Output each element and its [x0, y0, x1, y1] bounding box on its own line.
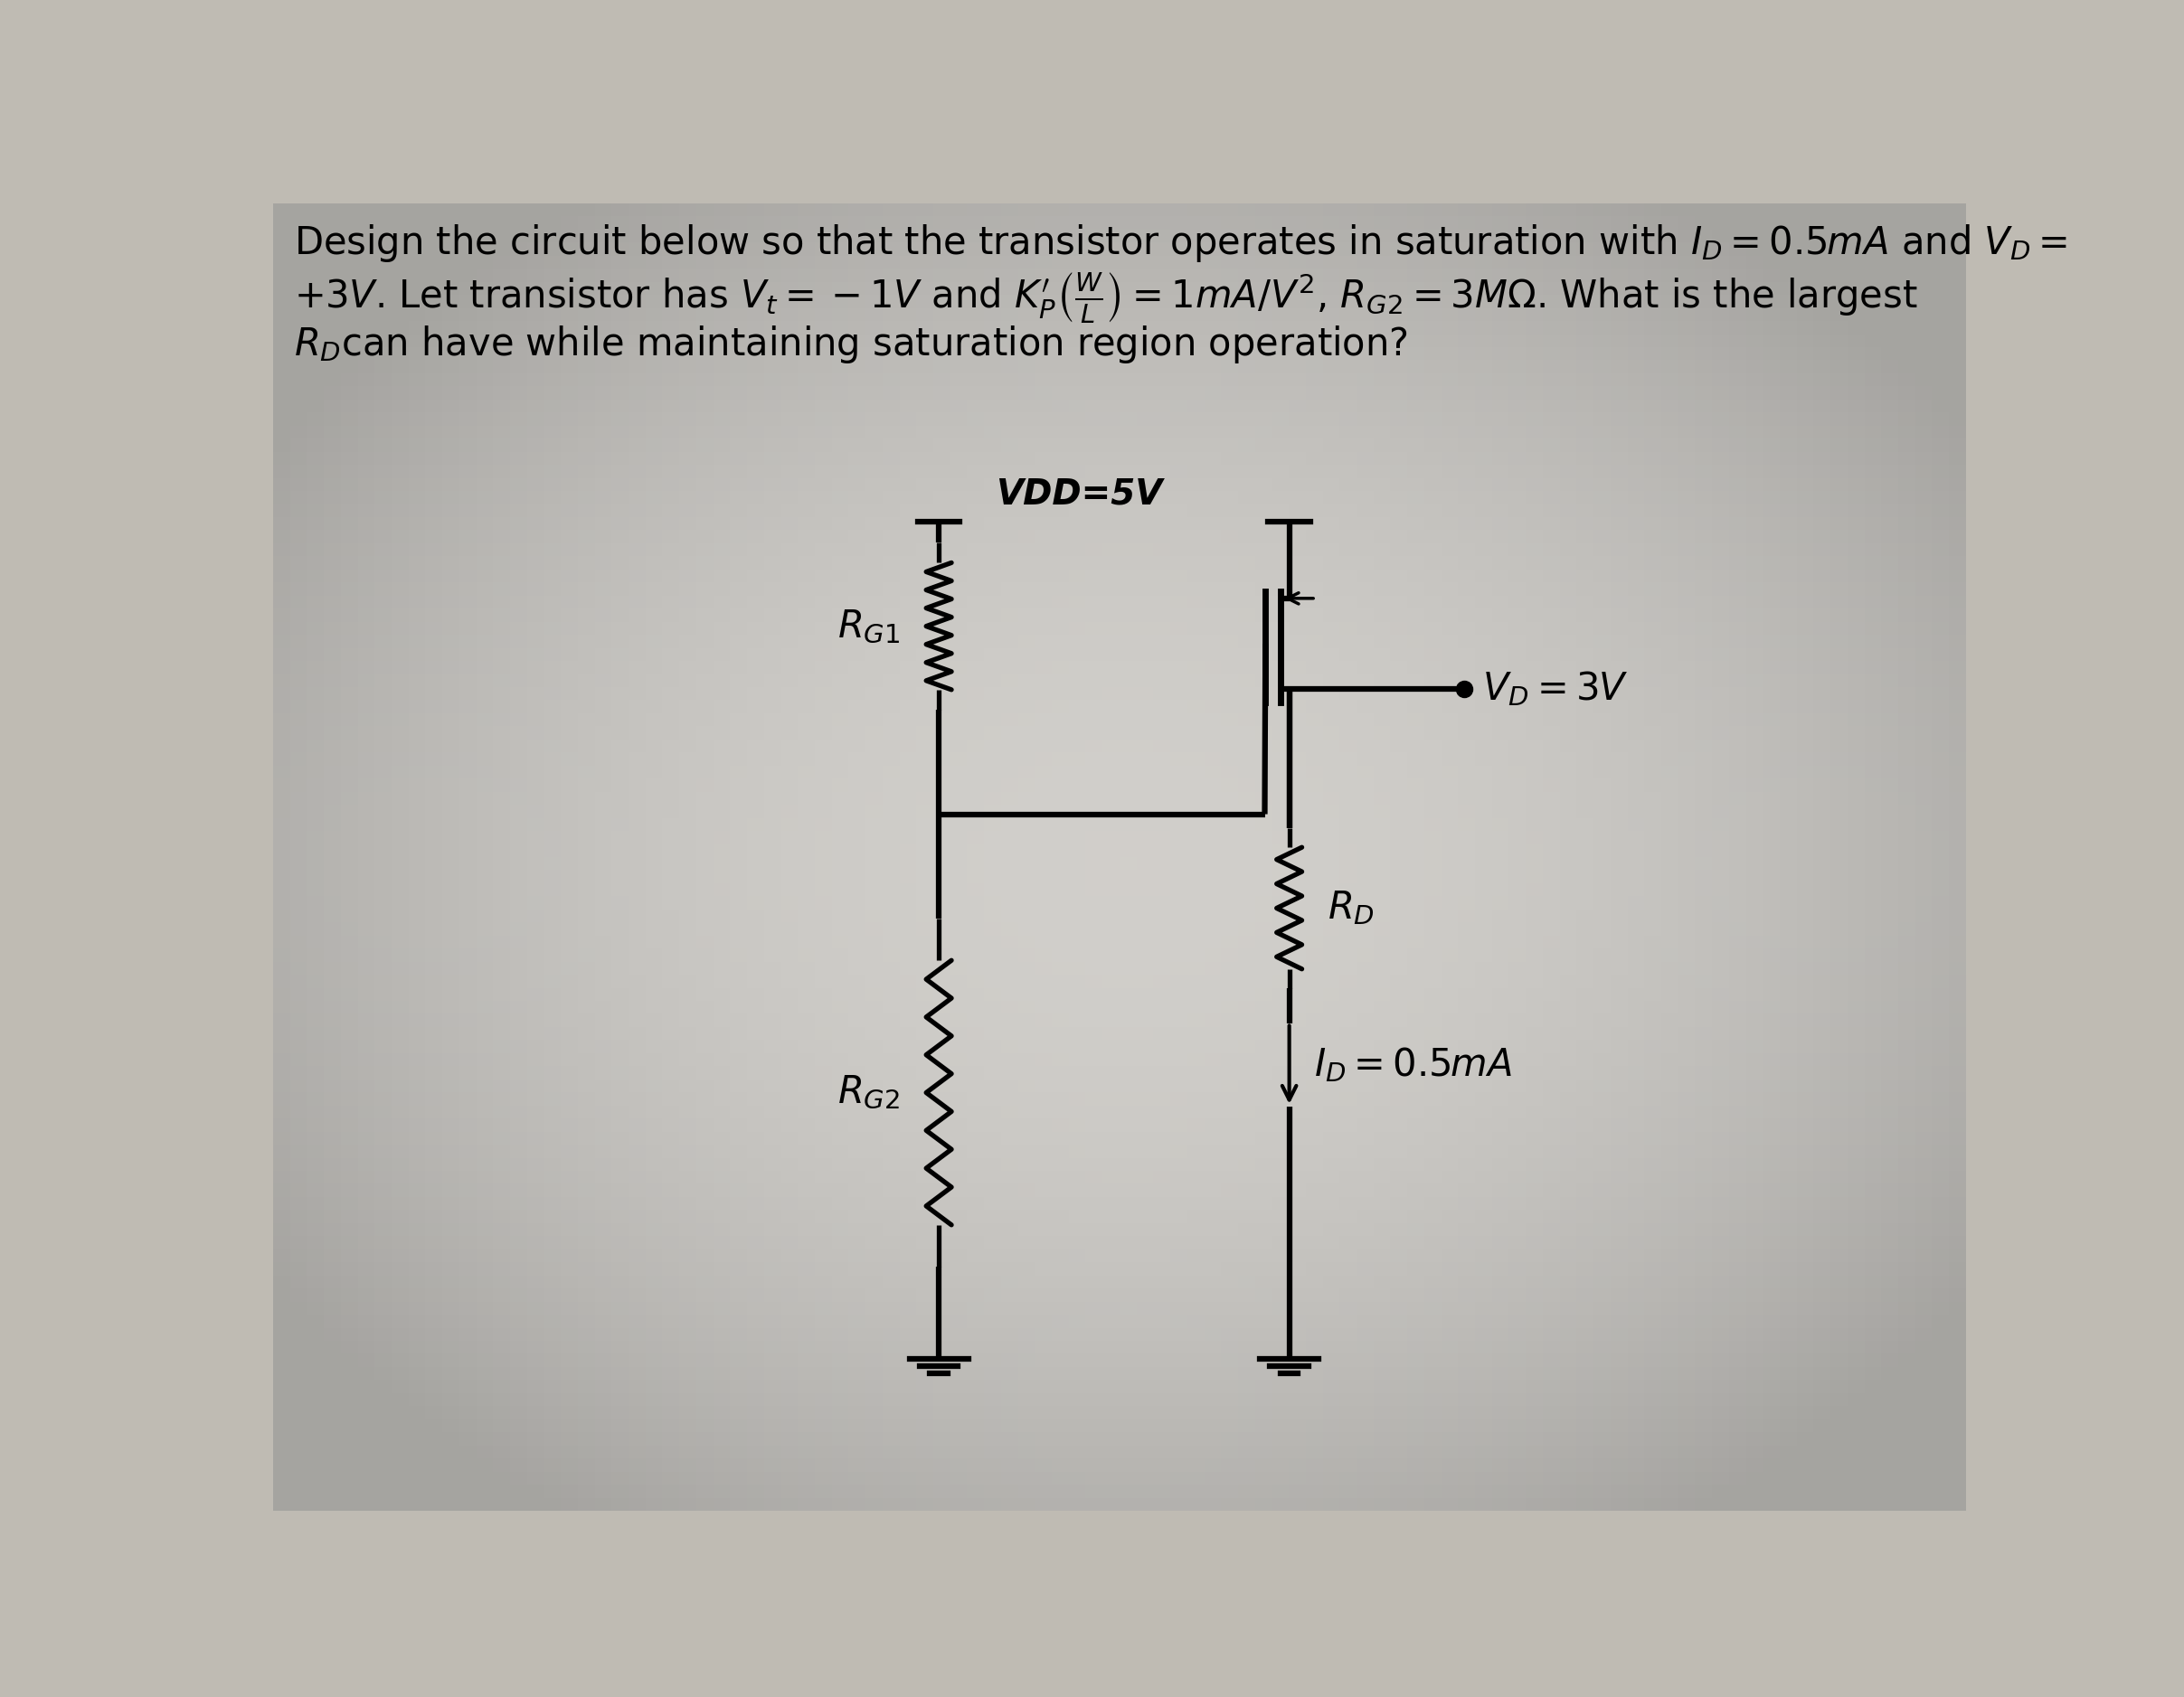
Text: $\mathit{R_{G2}}$: $\mathit{R_{G2}}$ [839, 1074, 900, 1112]
Text: Design the circuit below so that the transistor operates in saturation with $I_D: Design the circuit below so that the tra… [295, 222, 2068, 265]
Text: $+3V$. Let transistor has $V_t = -1V$ and $K_P^{\prime}\left(\frac{W}{L}\right) : $+3V$. Let transistor has $V_t = -1V$ an… [295, 272, 1918, 326]
Text: $\mathit{R_{G1}}$: $\mathit{R_{G1}}$ [836, 608, 900, 645]
Text: $R_D$can have while maintaining saturation region operation?: $R_D$can have while maintaining saturati… [295, 324, 1409, 365]
Text: $\mathit{V_D=3V}$: $\mathit{V_D=3V}$ [1483, 670, 1629, 708]
Text: $\mathit{R_D}$: $\mathit{R_D}$ [1328, 889, 1374, 927]
Text: $\mathit{I_D=0.5mA}$: $\mathit{I_D=0.5mA}$ [1315, 1045, 1511, 1084]
Text: VDD=5V: VDD=5V [996, 477, 1162, 511]
